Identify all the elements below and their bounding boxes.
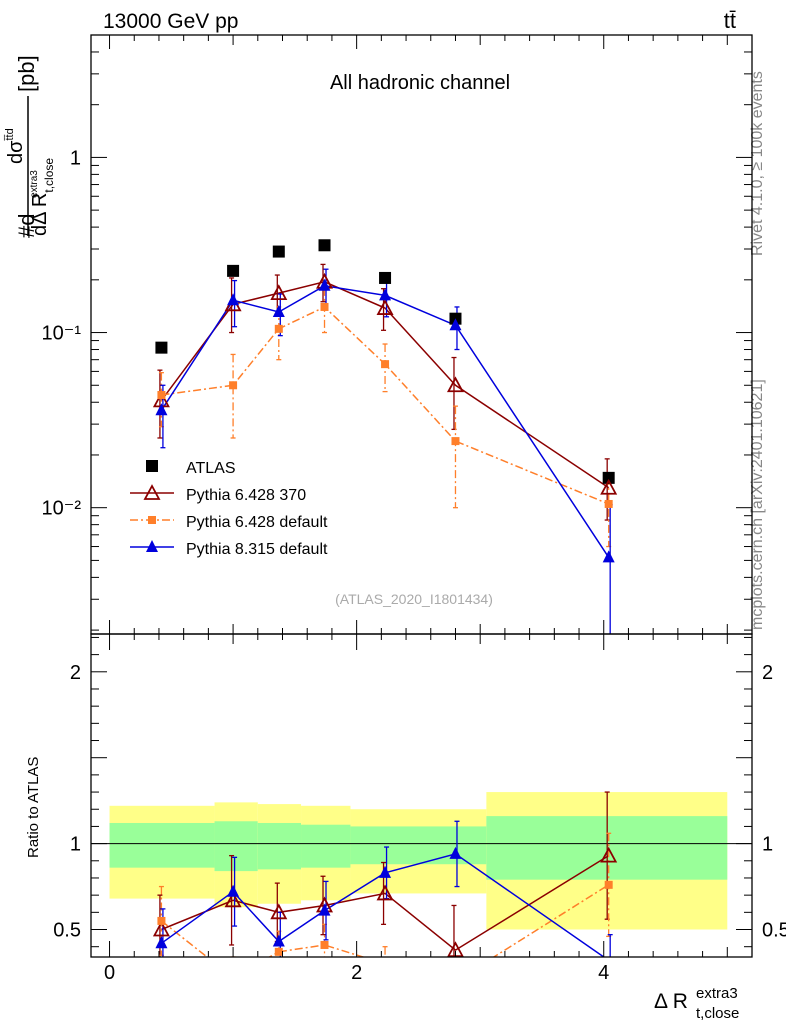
ratio-y-tick-label-right: 1 <box>762 834 773 856</box>
data-point-pythia8-default <box>146 540 158 552</box>
ratio-y-tick-label: 2 <box>70 662 81 684</box>
legend-label: Pythia 6.428 default <box>186 514 328 531</box>
data-point-atlas <box>602 471 615 484</box>
data-point-pythia6-370 <box>376 299 394 315</box>
data-point-pythia8-default <box>449 318 462 331</box>
x-tick-label: 4 <box>598 962 609 984</box>
data-point-pythia6-370 <box>270 903 288 920</box>
ratio-band-stat <box>301 824 351 868</box>
data-point-pythia8-default <box>227 293 240 306</box>
chart-title: All hadronic channel <box>330 72 510 94</box>
data-point-pythia8-default <box>379 288 392 301</box>
data-point-pythia6-370 <box>600 478 618 495</box>
ratio-y-tick-label-right: 0.5 <box>762 920 786 942</box>
data-point-pythia8-default <box>449 846 462 859</box>
x-axis-label-sub: t,close <box>696 1005 739 1022</box>
main-panel: 1 10⁻¹ 10⁻² All hadronic channel (ATLAS_20… <box>42 34 753 635</box>
ratio-y-tick-label: 0.5 <box>53 920 81 942</box>
legend-label: Pythia 6.428 370 <box>186 487 306 504</box>
x-tick-label: 0 <box>104 962 115 984</box>
ratio-y-tick-label: 1 <box>70 834 81 856</box>
y-axis-label-denominator: dΔ Rt,closeextra3 <box>29 158 56 236</box>
data-point-pythia6-default <box>229 381 238 390</box>
ratio-axis-label: Ratio to ATLAS <box>25 757 42 858</box>
process-label: tt̄ <box>724 8 736 33</box>
data-point-pythia8-default <box>227 884 240 897</box>
data-point-pythia6-default <box>604 499 613 508</box>
y-axis-label-unit: [pb] <box>14 55 39 92</box>
y-tick-label: 10⁻² <box>42 498 82 520</box>
y-tick-label: 1 <box>70 147 81 169</box>
data-point-pythia6-default <box>381 360 390 369</box>
y-axis-label: #d dσt̄t̄d dΔ Rt,closeextra3 [pb] <box>4 55 56 238</box>
data-point-pythia6-default <box>451 437 460 446</box>
data-point-atlas <box>318 239 331 252</box>
y-axis-label-prefix: #d <box>14 214 39 238</box>
data-point-pythia6-370 <box>152 920 170 937</box>
legend: ATLAS Pythia 6.428 370 Pythia 6.428 defaul… <box>130 460 328 558</box>
data-point-pythia8-default <box>318 278 331 291</box>
y-tick-label: 10⁻¹ <box>42 323 82 345</box>
data-point-pythia8-default <box>272 305 285 318</box>
data-point-pythia6-default <box>148 516 156 524</box>
rivet-label: Rivet 4.1.0, ≥ 100k events <box>749 71 766 256</box>
data-point-pythia8-default <box>155 403 168 416</box>
legend-label: ATLAS <box>186 460 236 477</box>
data-point-pythia6-default <box>604 880 613 889</box>
data-point-pythia6-default <box>157 390 166 399</box>
data-point-pythia8-default <box>155 936 168 949</box>
data-point-pythia8-default <box>379 865 392 878</box>
data-point-pythia6-370 <box>224 891 242 908</box>
analysis-tag: (ATLAS_2020_I1801434) <box>335 591 493 607</box>
ratio-frame <box>90 633 753 958</box>
data-point-pythia6-370 <box>376 884 394 901</box>
ratio-band-stat <box>257 822 302 870</box>
data-point-pythia6-370 <box>600 846 618 863</box>
legend-label: Pythia 8.315 default <box>186 541 328 558</box>
data-point-atlas <box>272 245 285 258</box>
energy-label: 13000 GeV pp <box>103 10 238 33</box>
ratio-band-stat <box>109 822 215 868</box>
y-axis-label-numerator: dσt̄t̄d <box>4 128 27 164</box>
data-point-atlas <box>146 460 158 472</box>
data-point-pythia6-370 <box>270 284 288 300</box>
data-point-pythia6-default <box>274 324 283 333</box>
data-point-pythia8-default <box>318 903 331 916</box>
x-axis-label-sup: extra3 <box>696 985 738 1002</box>
ratio-band-stat <box>350 826 487 865</box>
data-point-pythia6-default <box>157 916 166 925</box>
data-point-pythia6-default <box>320 940 329 949</box>
x-axis-label-main: Δ R <box>654 990 688 1013</box>
data-point-atlas <box>155 341 168 354</box>
data-point-atlas <box>227 264 240 277</box>
data-point-pythia6-default <box>274 947 283 956</box>
data-point-atlas <box>379 271 392 284</box>
mcplots-label: mcplots.cern.ch [arXiv:2401.10621] <box>749 379 766 630</box>
x-tick-label: 2 <box>351 962 362 984</box>
ratio-y-tick-label-right: 2 <box>762 662 773 684</box>
data-point-pythia8-default <box>602 550 615 563</box>
data-point-pythia6-370 <box>446 376 464 393</box>
x-axis-label: Δ R extra3 t,close <box>654 985 739 1022</box>
ratio-panel: 2 2 1 1 0.5 0.5 0 2 4 <box>53 633 786 984</box>
data-point-pythia6-default <box>320 302 329 311</box>
data-point-pythia6-370 <box>143 484 161 500</box>
ratio-band-stat <box>214 821 258 872</box>
data-point-pythia8-default <box>272 934 285 947</box>
